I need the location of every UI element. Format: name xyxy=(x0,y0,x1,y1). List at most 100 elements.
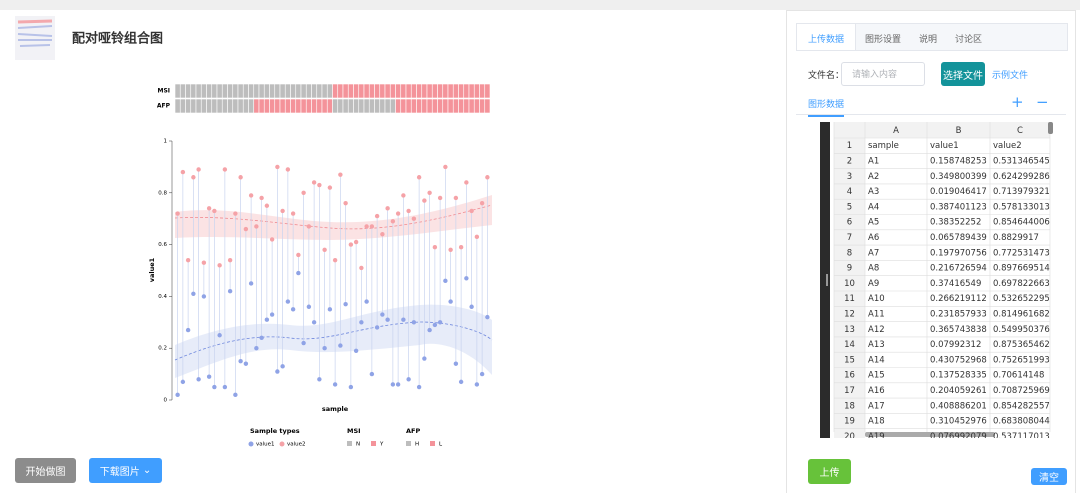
point xyxy=(464,180,469,185)
cell: 0.875365462 xyxy=(993,340,1050,350)
track-cell xyxy=(426,83,433,99)
cell: A18 xyxy=(868,417,885,427)
legend-label: N xyxy=(356,442,360,448)
track-cell xyxy=(279,98,286,114)
cell: A16 xyxy=(868,386,885,396)
legend-title: Sample types xyxy=(250,427,300,435)
cell: A4 xyxy=(868,202,879,212)
point xyxy=(212,208,217,214)
choose-file-button[interactable]: 选择文件 xyxy=(941,62,985,86)
y-tick-label: 0.6 xyxy=(158,242,167,248)
point xyxy=(285,167,291,172)
cell: A5 xyxy=(868,218,879,228)
cell: 0.38352252 xyxy=(930,218,981,228)
point xyxy=(453,195,459,201)
row-number: 19 xyxy=(844,417,855,427)
track-cell xyxy=(195,98,202,114)
track-cell xyxy=(479,83,486,99)
track-cell xyxy=(195,83,202,99)
y-tick-label: 0.4 xyxy=(158,294,167,300)
cell: 0.07992312 xyxy=(930,340,981,350)
point xyxy=(212,384,217,390)
point xyxy=(343,301,348,307)
track-cell xyxy=(190,98,197,114)
scrollbar[interactable] xyxy=(1048,122,1053,134)
track-cell xyxy=(200,98,207,114)
track-cell xyxy=(221,98,228,114)
cell: 0.37416549 xyxy=(930,279,981,289)
column-header: B xyxy=(956,126,962,136)
tab[interactable]: 图形设置 xyxy=(865,35,902,45)
track-cell xyxy=(447,83,454,99)
file-input[interactable]: 请输入内容 xyxy=(841,62,925,86)
cell: A11 xyxy=(868,309,885,319)
cell: 0.854282557 xyxy=(993,401,1050,411)
point xyxy=(401,317,406,322)
track-cell xyxy=(431,83,438,99)
cell: 0.408886201 xyxy=(930,401,987,411)
download-button[interactable]: 下载图片 ⌄ xyxy=(89,458,162,483)
data-tab[interactable]: 图形数据 xyxy=(808,97,845,117)
point xyxy=(380,232,385,237)
row-number: 17 xyxy=(844,386,855,396)
tab[interactable]: 说明 xyxy=(919,35,938,45)
point xyxy=(458,244,464,250)
track-cell xyxy=(279,83,286,99)
point xyxy=(217,333,222,338)
cell: 0.349800399 xyxy=(930,172,987,182)
cell: 0.624299286 xyxy=(993,172,1050,182)
point xyxy=(296,270,301,276)
tab[interactable]: 讨论区 xyxy=(955,35,983,45)
row-number: 3 xyxy=(847,172,852,182)
point xyxy=(264,317,270,322)
point xyxy=(275,369,280,374)
point xyxy=(416,175,422,180)
start-button[interactable]: 开始做图 xyxy=(15,458,76,483)
point xyxy=(458,379,464,385)
track-cell xyxy=(353,83,360,99)
track-cell xyxy=(237,83,244,99)
point xyxy=(238,358,243,364)
track-cell xyxy=(179,83,186,99)
track-cell xyxy=(274,98,281,114)
point xyxy=(464,276,469,281)
y-tick-label: 1 xyxy=(164,139,168,145)
track-cell xyxy=(305,98,312,114)
point xyxy=(369,371,375,377)
track-cell xyxy=(253,83,260,99)
point xyxy=(185,327,191,333)
clear-button[interactable]: 清空 xyxy=(1031,468,1067,485)
cell: value2 xyxy=(993,141,1022,151)
scrollbar[interactable] xyxy=(865,432,995,437)
row-number: 20 xyxy=(844,432,855,438)
point xyxy=(275,164,280,170)
example-file-link[interactable]: 示例文件 xyxy=(992,71,1029,81)
point xyxy=(406,377,411,382)
y-axis-label: value1 xyxy=(148,257,156,282)
upload-button[interactable]: 上传 xyxy=(808,459,851,484)
track-cell xyxy=(242,83,249,99)
remove-icon[interactable]: − xyxy=(1036,93,1049,111)
point xyxy=(222,384,228,390)
point xyxy=(222,167,228,172)
track-cell xyxy=(342,83,349,99)
tab[interactable]: 上传数据 xyxy=(797,24,857,50)
point xyxy=(196,167,201,172)
add-icon[interactable]: + xyxy=(1011,93,1024,111)
point xyxy=(385,317,390,322)
cell: 0.752651993 xyxy=(993,355,1050,365)
cell: 0.708725969 xyxy=(993,386,1050,396)
cell: 0.713979321 xyxy=(993,187,1050,197)
cell: A6 xyxy=(868,233,879,243)
point xyxy=(217,263,222,268)
point xyxy=(448,299,453,304)
track-cell xyxy=(221,83,228,99)
point xyxy=(259,335,264,341)
row-number: 7 xyxy=(847,233,852,243)
track-cell xyxy=(447,98,454,114)
track-cell xyxy=(389,83,396,99)
track-cell xyxy=(452,98,459,114)
track-cell xyxy=(421,98,428,114)
row-number: 15 xyxy=(844,355,855,365)
